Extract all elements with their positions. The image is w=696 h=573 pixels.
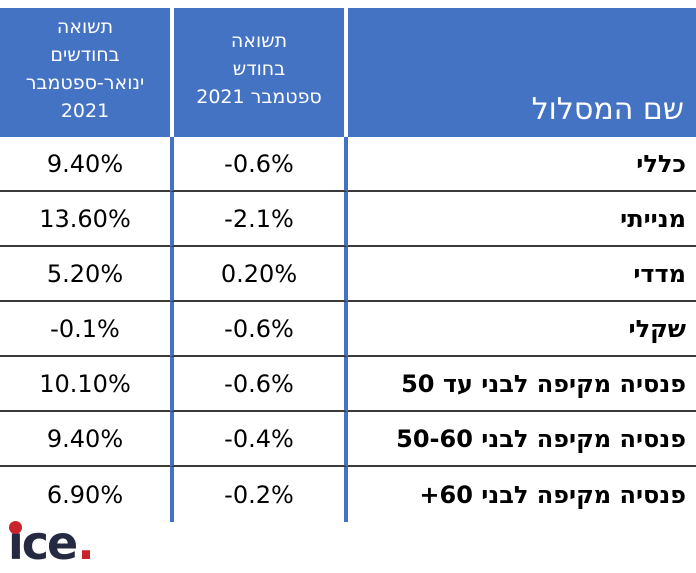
row-1-name-cell: מנייתי <box>348 192 696 247</box>
ice-logo: ice. <box>8 520 95 566</box>
header-track-name-cell: שם המסלול <box>348 8 696 137</box>
row-6-name-cell: פנסיה מקיפה לבני 60+ <box>348 467 696 522</box>
row-4-ytd-cell: 10.10% <box>0 357 170 412</box>
row-0-month-cell: -0.6% <box>170 137 348 192</box>
header-september-return-cell: תשואה בחודש ספטמבר 2021 <box>170 8 348 137</box>
logo-i-dot <box>9 521 22 534</box>
returns-table: שם המסלול תשואה בחודש ספטמבר 2021 תשואה … <box>0 8 696 522</box>
row-5-name-cell: פנסיה מקיפה לבני 50-60 <box>348 412 696 467</box>
logo-period: . <box>77 516 95 570</box>
row-5-ytd-cell: 9.40% <box>0 412 170 467</box>
row-2-name-cell: מדדי <box>348 247 696 302</box>
row-3-name-cell: שקלי <box>348 302 696 357</box>
row-2-month-cell: 0.20% <box>170 247 348 302</box>
header-ytd-return-cell: תשואה בחודשים ינואר-ספטמבר 2021 <box>0 8 170 137</box>
row-2-ytd-cell: 5.20% <box>0 247 170 302</box>
row-4-name-cell: פנסיה מקיפה לבני עד 50 <box>348 357 696 412</box>
row-0-name-cell: כללי <box>348 137 696 192</box>
row-1-ytd-cell: 13.60% <box>0 192 170 247</box>
row-3-ytd-cell: -0.1% <box>0 302 170 357</box>
row-6-month-cell: -0.2% <box>170 467 348 522</box>
row-6-ytd-cell: 6.90% <box>0 467 170 522</box>
row-0-ytd-cell: 9.40% <box>0 137 170 192</box>
row-4-month-cell: -0.6% <box>170 357 348 412</box>
row-1-month-cell: -2.1% <box>170 192 348 247</box>
row-5-month-cell: -0.4% <box>170 412 348 467</box>
row-3-month-cell: -0.6% <box>170 302 348 357</box>
